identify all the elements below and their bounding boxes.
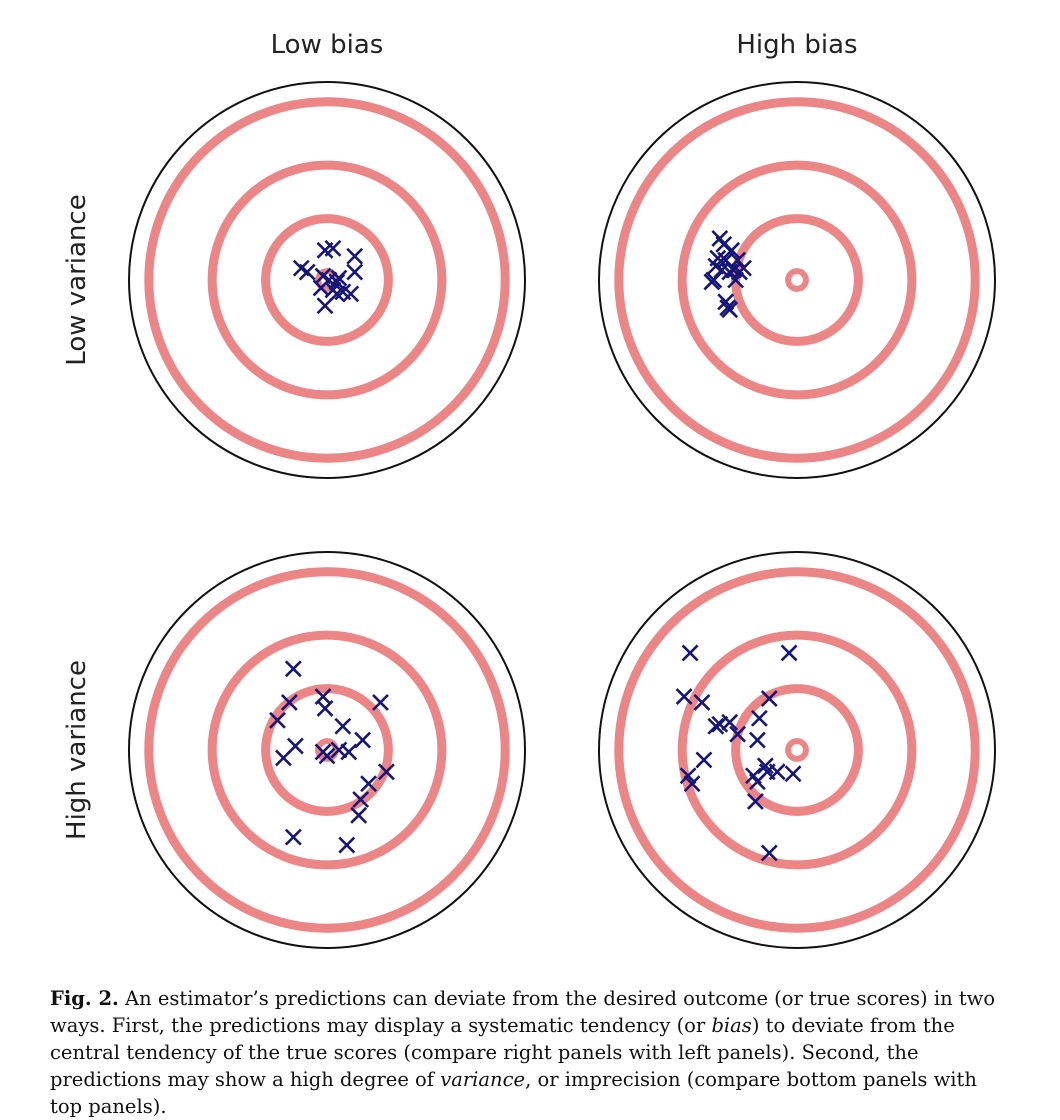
caption-text-2: ) to deviate from the central tendency o… xyxy=(50,1014,955,1091)
prediction-mark xyxy=(784,765,802,783)
caption-term-variance: variance xyxy=(440,1068,526,1091)
prediction-mark xyxy=(280,694,298,711)
figure-caption: Fig. 2. An estimator’s predictions can d… xyxy=(50,985,1010,1120)
prediction-mark xyxy=(693,694,711,711)
prediction-mark xyxy=(695,751,713,769)
prediction-mark xyxy=(340,743,358,761)
target-ring xyxy=(614,567,980,933)
prediction-mark xyxy=(780,644,798,662)
prediction-mark xyxy=(675,688,693,705)
prediction-mark xyxy=(748,731,766,749)
target-ring xyxy=(207,160,447,400)
prediction-mark xyxy=(284,828,302,846)
column-label-low-bias: Low bias xyxy=(271,30,384,60)
prediction-mark xyxy=(723,241,741,259)
prediction-mark xyxy=(711,715,729,733)
prediction-mark xyxy=(338,836,356,854)
caption-term-bias: bias xyxy=(711,1014,752,1037)
prediction-mark xyxy=(346,263,364,281)
prediction-mark xyxy=(679,767,697,785)
prediction-mark xyxy=(316,700,334,717)
prediction-mark xyxy=(360,775,377,793)
prediction-mark xyxy=(275,749,292,767)
prediction-mark xyxy=(717,293,735,311)
figure-label: Fig. 2. xyxy=(50,987,119,1010)
target-ring xyxy=(731,214,863,346)
prediction-mark xyxy=(727,271,745,289)
target-outline xyxy=(598,551,996,949)
prediction-mark xyxy=(330,741,348,759)
prediction-mark xyxy=(750,709,768,727)
target-outline xyxy=(128,81,526,479)
target-ring xyxy=(785,268,809,292)
prediction-mark xyxy=(330,269,348,287)
target-ring xyxy=(677,160,917,400)
prediction-mark xyxy=(269,711,286,729)
prediction-mark xyxy=(324,239,342,257)
prediction-mark xyxy=(316,297,334,315)
target-ring xyxy=(614,97,980,463)
prediction-mark xyxy=(318,747,336,765)
prediction-mark xyxy=(760,690,778,707)
target-ring xyxy=(315,738,339,762)
prediction-mark xyxy=(298,263,316,281)
target-ring xyxy=(261,214,393,346)
target-ring xyxy=(144,97,510,463)
prediction-mark xyxy=(346,247,364,265)
prediction-mark xyxy=(328,273,346,291)
prediction-mark xyxy=(760,844,778,862)
prediction-mark xyxy=(284,660,302,678)
column-label-high-bias: High bias xyxy=(736,30,857,60)
row-label-high-variance: High variance xyxy=(62,660,92,840)
prediction-mark xyxy=(377,763,395,781)
target-ring xyxy=(207,630,447,870)
prediction-mark xyxy=(372,694,389,711)
target-outline xyxy=(598,81,996,479)
prediction-mark xyxy=(721,301,739,319)
prediction-mark xyxy=(768,763,786,781)
target-high-bias-low-variance xyxy=(598,81,996,479)
target-low-bias-low-variance xyxy=(128,81,526,479)
target-ring xyxy=(731,684,863,816)
prediction-mark xyxy=(342,285,360,303)
row-label-low-variance: Low variance xyxy=(62,194,92,365)
target-high-bias-high-variance xyxy=(598,551,996,949)
target-ring xyxy=(261,684,393,816)
prediction-mark xyxy=(748,773,766,791)
target-ring xyxy=(144,567,510,933)
target-outline xyxy=(128,551,526,949)
prediction-mark xyxy=(721,713,739,731)
prediction-mark xyxy=(725,261,743,279)
prediction-mark xyxy=(683,775,701,793)
prediction-mark xyxy=(715,235,733,253)
prediction-mark xyxy=(747,793,764,810)
prediction-mark xyxy=(717,251,735,269)
prediction-mark xyxy=(681,644,699,662)
caption-text-1: An estimator’s predictions can deviate f… xyxy=(50,987,996,1037)
prediction-mark xyxy=(707,717,725,735)
prediction-mark xyxy=(350,806,368,824)
prediction-mark xyxy=(334,717,352,735)
prediction-mark xyxy=(729,725,747,743)
prediction-mark xyxy=(703,273,721,291)
prediction-mark xyxy=(354,731,372,749)
target-ring xyxy=(677,630,917,870)
prediction-mark xyxy=(756,757,774,775)
prediction-mark xyxy=(731,263,748,281)
target-low-bias-high-variance xyxy=(128,551,526,949)
target-ring xyxy=(785,738,809,762)
prediction-mark xyxy=(352,791,370,808)
bias-variance-figure: Low bias High bias Low variance High var… xyxy=(62,30,996,949)
